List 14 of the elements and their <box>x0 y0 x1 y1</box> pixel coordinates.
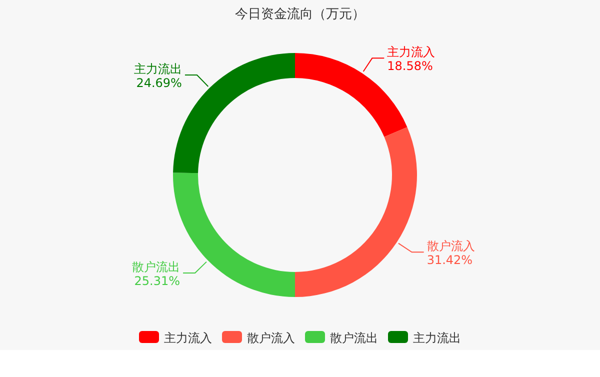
donut-slice <box>295 127 417 297</box>
chart-title: 今日资金流向（万元） <box>235 6 365 22</box>
data-label: 31.42% <box>426 253 473 268</box>
legend-label: 主力流出 <box>413 331 461 345</box>
slice-label: 主力流入 <box>387 45 436 60</box>
legend-label: 散户流入 <box>247 331 295 345</box>
legend-label: 散户流出 <box>330 331 378 345</box>
slice-label: 主力流出 <box>134 62 182 76</box>
data-label: 18.58% <box>387 59 433 74</box>
data-label: 25.31% <box>134 274 180 288</box>
data-label: 24.69% <box>136 76 182 90</box>
slice-label: 散户流入 <box>426 239 475 254</box>
legend-label: 主力流入 <box>164 331 212 345</box>
slice-label: 散户流出 <box>132 260 180 274</box>
